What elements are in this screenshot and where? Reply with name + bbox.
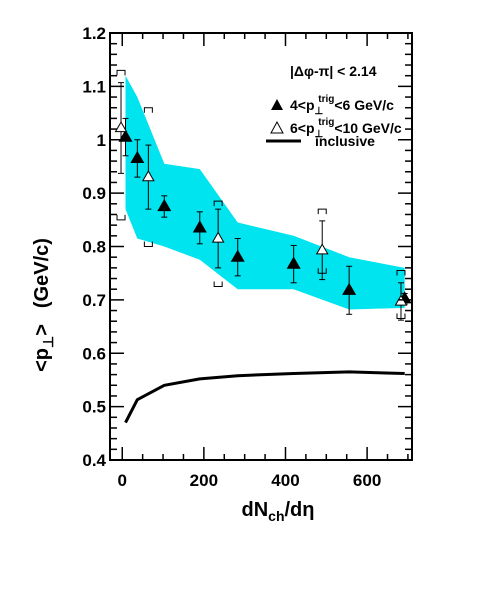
legend-filled-triangle-marker — [271, 99, 283, 110]
open-triangle-point-2 — [211, 231, 225, 243]
legend-entry-open-pre: 6<p — [290, 120, 315, 136]
y-tick-label-1: 0.5 — [82, 398, 106, 417]
filled-triangle-point-4 — [230, 249, 245, 262]
inclusive-curve — [124, 370, 405, 424]
filled-triangle-point-3 — [192, 220, 207, 233]
y-tick-label-2: 0.6 — [82, 344, 106, 363]
legend-entry-open: 6<p⊥trig<10 GeV/c — [290, 117, 402, 140]
y-axis-title-close: > — [31, 324, 53, 336]
y-tick-label-6: 1 — [97, 131, 106, 150]
sys-bracket-open-0-bottom — [116, 214, 126, 221]
filled-triangle-point-2 — [157, 198, 172, 212]
x-axis-ticks: 0 200 400 600 — [118, 33, 409, 490]
legend-entry-open-post: <10 GeV/c — [334, 120, 402, 136]
legend-entry-filled-post: <6 GeV/c — [334, 97, 394, 113]
sys-bracket-open-3-top — [317, 208, 327, 215]
y-axis-title-unit: (GeV/c) — [31, 238, 53, 308]
y-axis-title-sub: ⊥ — [40, 336, 56, 348]
sys-bracket-open-4-top — [396, 270, 406, 276]
y-tick-label-5: 0.9 — [82, 184, 106, 203]
x-tick-label-3: 600 — [353, 471, 381, 490]
open-triangle-point-0 — [114, 121, 128, 133]
legend-entry-filled-sup: trig — [318, 94, 334, 105]
y-axis-title: <p⊥> (GeV/c) — [31, 238, 56, 372]
systematic-band-layer — [125, 75, 405, 310]
y-tick-label-4: 0.8 — [82, 238, 106, 257]
x-tick-label-2: 400 — [271, 471, 299, 490]
marker-layer — [114, 121, 412, 306]
filled-triangle-point-0 — [118, 129, 133, 142]
legend-cut-label: |Δφ-π| < 2.14 — [290, 63, 377, 79]
legend-entry-open-sup: trig — [318, 117, 334, 128]
sys-bracket-open-1-top — [143, 107, 153, 113]
y-tick-label-3: 0.7 — [82, 291, 106, 310]
legend-entry-filled: 4<p⊥trig<6 GeV/c — [290, 94, 394, 117]
y-tick-label-0: 0.4 — [82, 451, 106, 470]
filled-triangle-point-1 — [130, 150, 145, 164]
inclusive-curve-layer — [124, 370, 405, 424]
open-triangle-point-3 — [315, 243, 329, 255]
legend-entry-inclusive: inclusive — [315, 133, 375, 149]
y-axis-ticks: 0.4 0.5 0.6 0.7 0.8 0.9 1 1.1 1.2 — [82, 24, 412, 470]
x-axis-title-tail: /dη — [285, 499, 315, 521]
sys-bracket-open-0-top — [116, 69, 126, 76]
systematic-band — [125, 75, 405, 310]
legend: |Δφ-π| < 2.14 4<p⊥trig<6 GeV/c 6<p⊥trig<… — [266, 63, 402, 149]
y-axis-title-open: <p — [31, 348, 53, 372]
legend-entry-filled-pre: 4<p — [290, 97, 315, 113]
filled-triangle-point-5 — [286, 256, 301, 269]
sys-bracket-open-1-bottom — [143, 241, 153, 247]
y-tick-label-7: 1.1 — [82, 77, 106, 96]
legend-entry-filled-sub: ⊥ — [315, 106, 324, 117]
legend-open-triangle-marker — [270, 120, 284, 134]
filled-triangle-point-6 — [342, 282, 357, 295]
x-axis-title: dNch/dη — [241, 499, 314, 524]
legend-entry-open-sub: ⊥ — [315, 129, 324, 140]
open-triangle-point-1 — [141, 170, 155, 182]
x-axis-title-main: dN — [241, 499, 268, 521]
sys-bracket-open-2-bottom — [213, 281, 223, 288]
x-tick-label-1: 200 — [190, 471, 218, 490]
x-axis-title-sub: ch — [268, 508, 284, 524]
y-tick-label-8: 1.2 — [82, 24, 106, 43]
sys-bracket-open-2-top — [213, 200, 223, 207]
x-tick-label-0: 0 — [118, 471, 127, 490]
